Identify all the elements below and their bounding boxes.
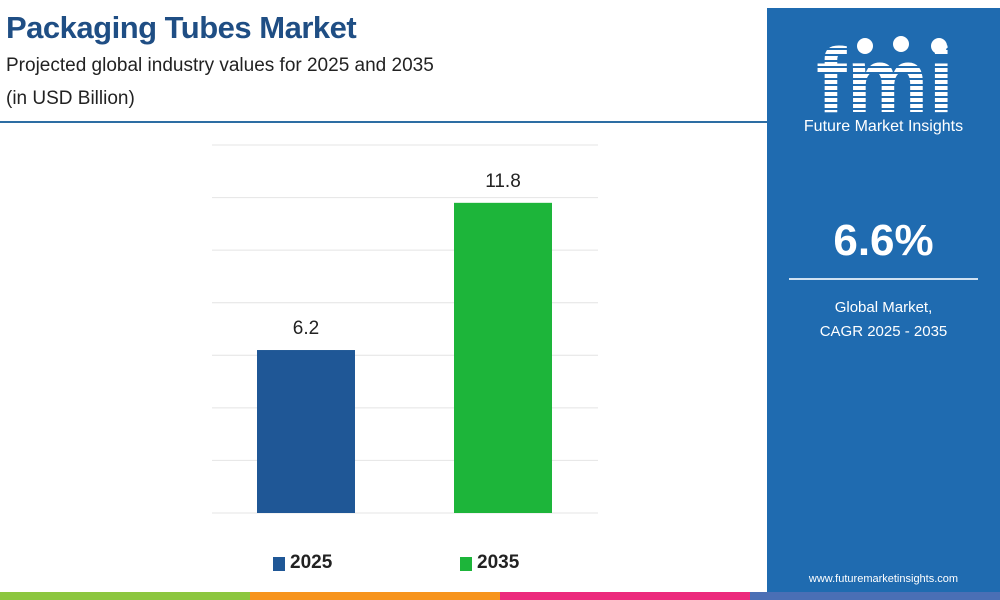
bottom-color-stripe	[0, 592, 1000, 600]
legend-label-2035: 2035	[477, 552, 520, 573]
legend-label-2025: 2025	[290, 552, 333, 573]
chart-subtitle: Projected global industry values for 202…	[6, 55, 434, 76]
logo-globe-icon	[857, 38, 873, 54]
chart-title: Packaging Tubes Market	[6, 10, 357, 45]
data-label-2025: 6.2	[293, 318, 319, 339]
fmi-logo: fmi	[816, 32, 954, 127]
legend-swatch-2035	[460, 557, 472, 571]
stripe-segment	[250, 592, 500, 600]
cagr-label: Global Market, CAGR 2025 - 2035	[767, 296, 1000, 344]
bar-2025	[257, 350, 355, 513]
legend-swatch-2025	[273, 557, 285, 571]
cagr-label-line-1: Global Market,	[834, 299, 933, 316]
stripe-segment	[0, 592, 250, 600]
bar-2035	[454, 202, 552, 513]
brand-name: Future Market Insights	[803, 118, 964, 135]
website-link[interactable]: www.futuremarketinsights.com	[808, 573, 959, 585]
panel-divider	[789, 278, 978, 280]
logo-tool-icon	[931, 38, 947, 54]
stripe-segment	[750, 592, 1000, 600]
logo-lettering: fmi	[816, 32, 954, 127]
cagr-label-line-2: CAGR 2025 - 2035	[819, 323, 948, 340]
bars: 6.2 11.8	[257, 171, 552, 513]
cagr-value: 6.6%	[833, 216, 934, 265]
header-divider	[0, 121, 768, 123]
bar-chart: 6.2 11.8	[212, 144, 598, 514]
stripe-segment	[500, 592, 750, 600]
data-label-2035: 11.8	[485, 171, 521, 192]
sidebar-panel: fmi Future Market Insights 6.6% Global M…	[767, 8, 1000, 592]
logo-person-icon	[893, 36, 909, 52]
unit-label: (in USD Billion)	[6, 88, 135, 109]
